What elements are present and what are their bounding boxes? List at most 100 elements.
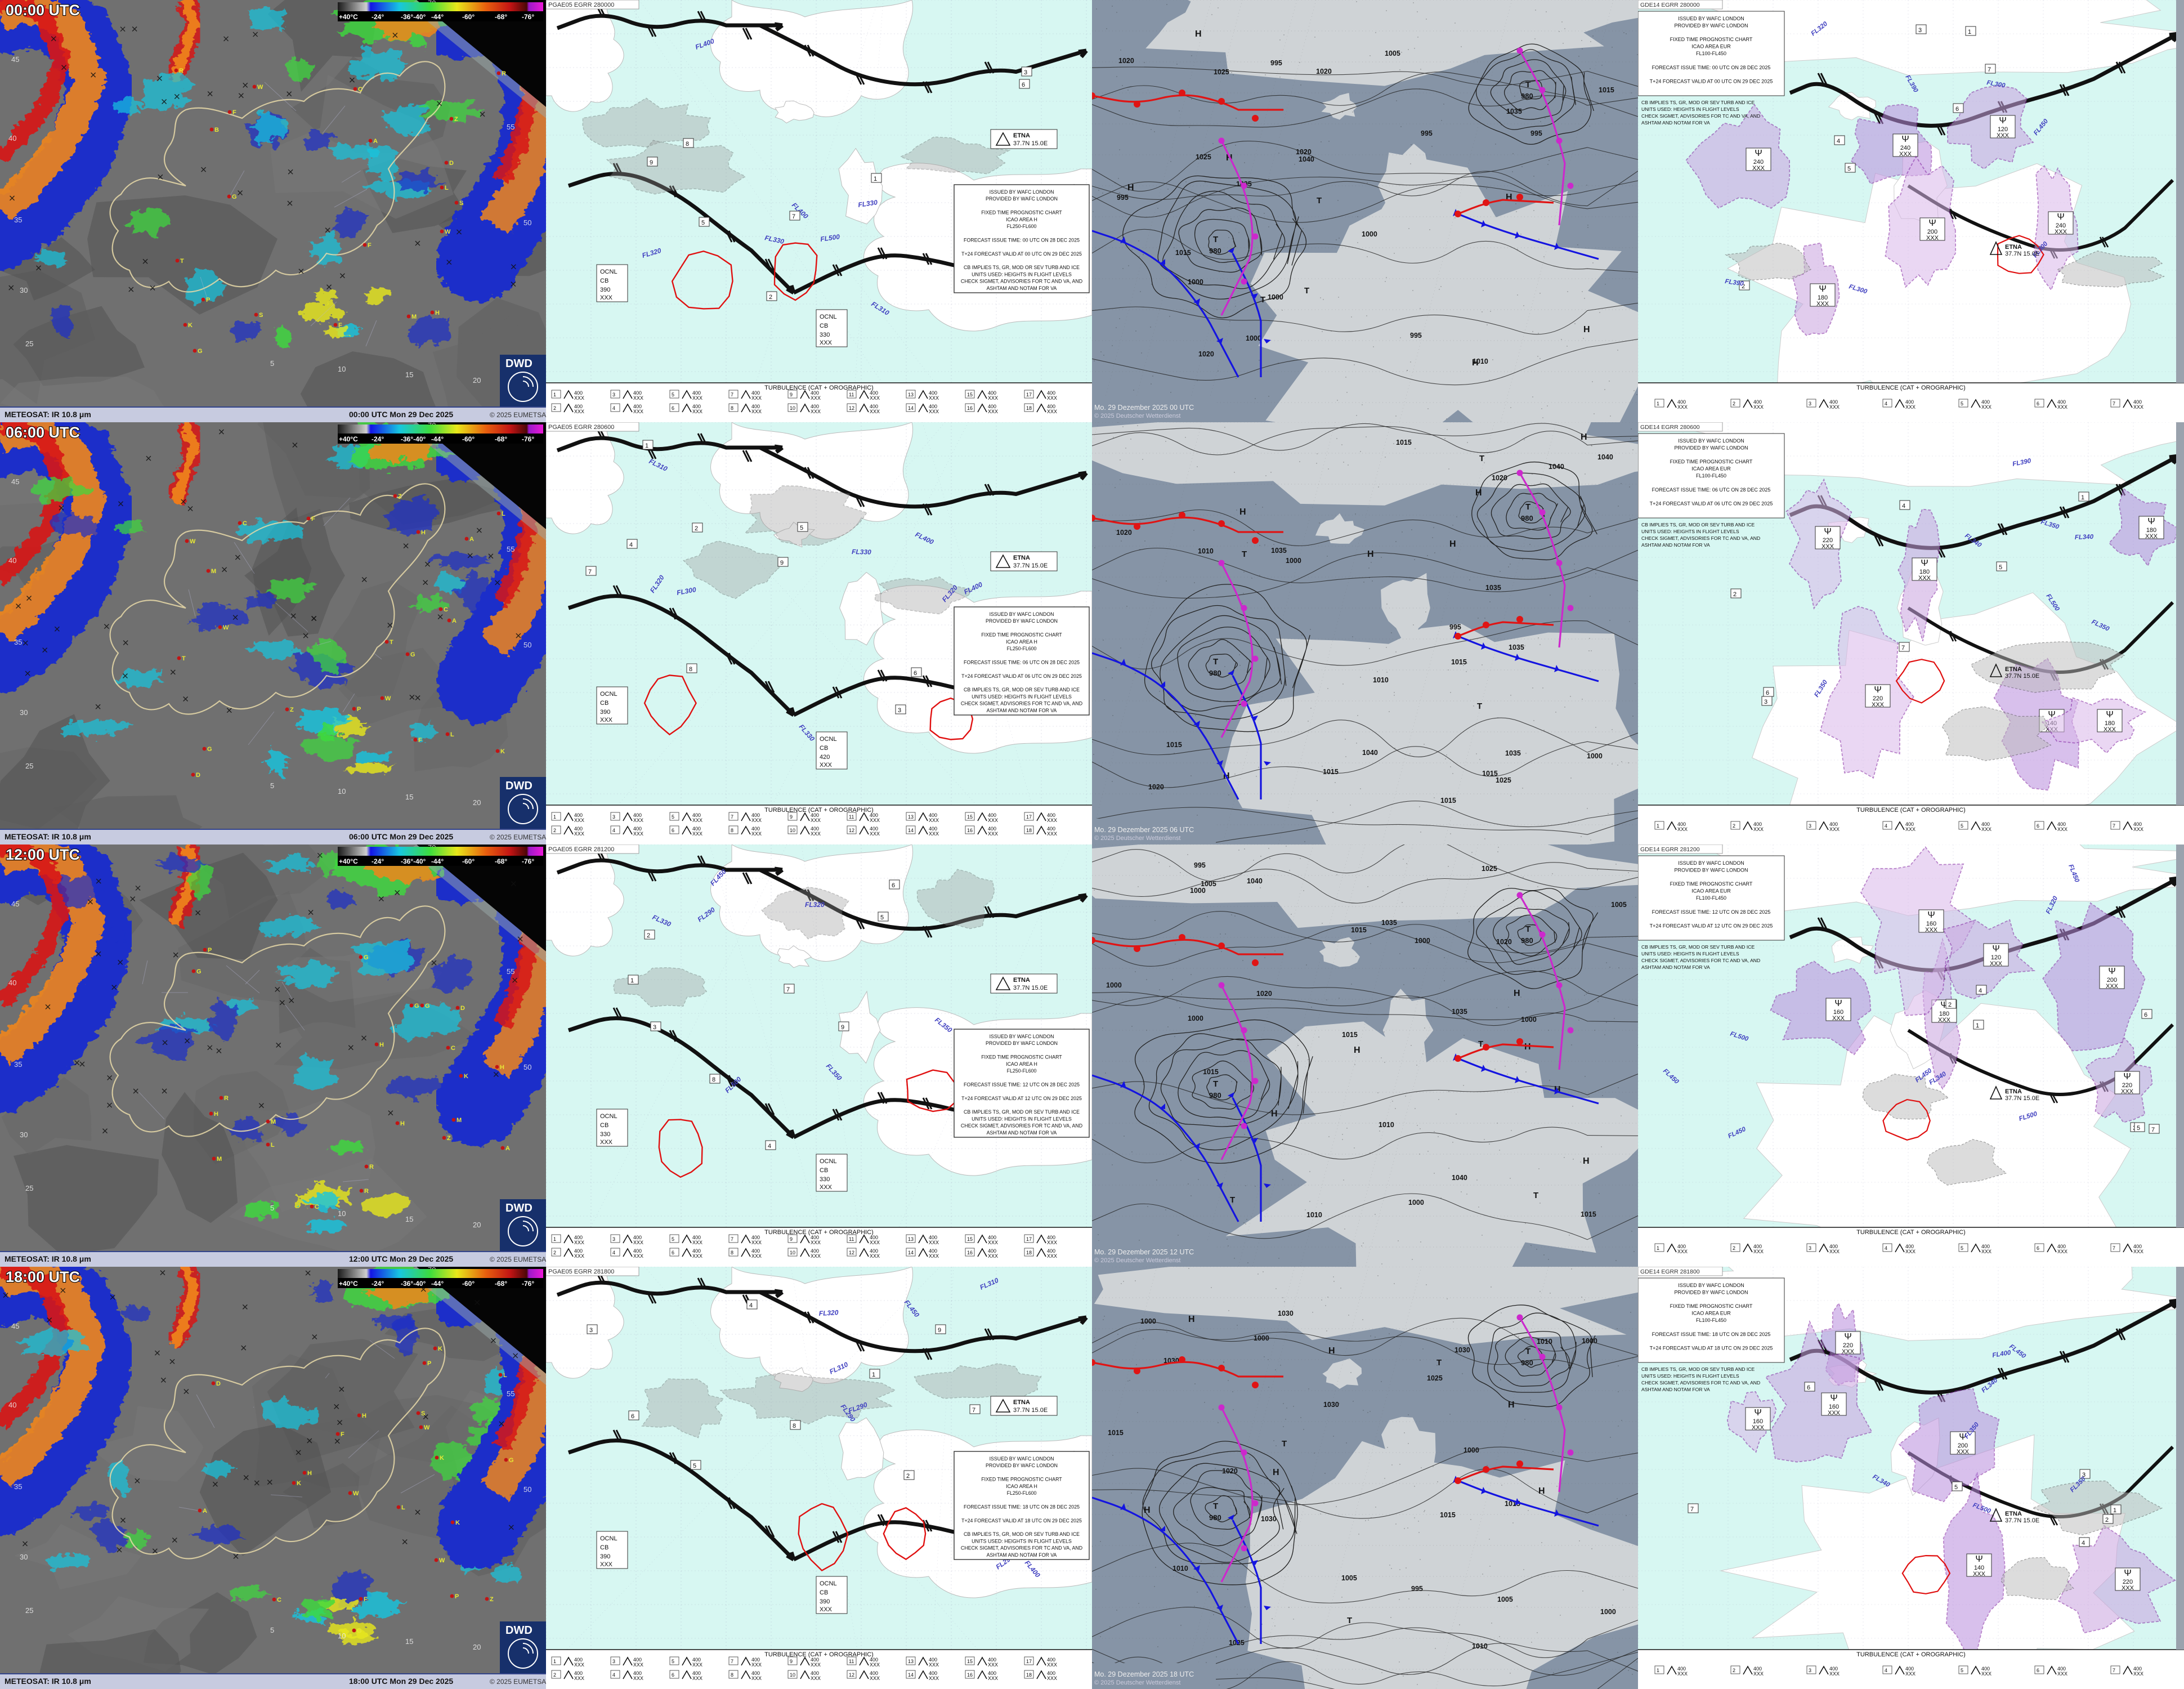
svg-text:980: 980 <box>1521 936 1533 945</box>
svg-text:XXX: XXX <box>929 409 939 414</box>
svg-text:XXX: XXX <box>1677 826 1688 832</box>
svg-text:H: H <box>1475 488 1482 498</box>
svg-text:1020: 1020 <box>1256 990 1272 998</box>
svg-text:Ψ: Ψ <box>1992 944 1999 954</box>
svg-text:420: 420 <box>820 754 830 761</box>
svg-text:10: 10 <box>338 1209 346 1218</box>
svg-text:1: 1 <box>2081 494 2084 501</box>
svg-text:XXX: XXX <box>751 1675 762 1681</box>
svg-text:1000: 1000 <box>1188 278 1203 286</box>
svg-text:5: 5 <box>2137 1125 2140 1132</box>
svg-text:ICAO AREA EUR: ICAO AREA EUR <box>1691 1311 1731 1316</box>
svg-text:-76°: -76° <box>522 13 534 21</box>
svg-text:XXX: XXX <box>811 1253 821 1259</box>
svg-text:7: 7 <box>1901 645 1905 651</box>
svg-text:© 2025 Deutscher Wetterdienst: © 2025 Deutscher Wetterdienst <box>1094 1257 1180 1264</box>
svg-text:XXX: XXX <box>870 1662 880 1668</box>
svg-text:1040: 1040 <box>1247 877 1263 885</box>
svg-text:FIXED TIME PROGNOSTIC CHART: FIXED TIME PROGNOSTIC CHART <box>1670 459 1753 464</box>
svg-text:Ψ: Ψ <box>1901 135 1909 144</box>
svg-text:3: 3 <box>612 1659 615 1664</box>
svg-text:T: T <box>390 639 393 646</box>
svg-text:XXX: XXX <box>1981 1671 1991 1677</box>
svg-text:1035: 1035 <box>1506 108 1522 115</box>
svg-text:© 2025 Deutscher Wetterdienst: © 2025 Deutscher Wetterdienst <box>1094 413 1180 419</box>
svg-text:H: H <box>1524 1042 1531 1052</box>
svg-text:W: W <box>190 538 196 545</box>
svg-text:1: 1 <box>1976 1022 1979 1029</box>
svg-text:XXX: XXX <box>692 395 702 401</box>
svg-text:5: 5 <box>1999 564 2002 571</box>
svg-text:CB: CB <box>820 1167 828 1174</box>
svg-text:1025: 1025 <box>1214 68 1229 76</box>
svg-text:7: 7 <box>1988 66 1991 73</box>
svg-text:XXX: XXX <box>988 1675 998 1681</box>
svg-text:1: 1 <box>553 814 556 820</box>
svg-text:CB IMPLIES TS, GR, MOD OR SEV: CB IMPLIES TS, GR, MOD OR SEV TURB AND I… <box>1641 100 1755 105</box>
svg-text:Mo. 29 Dezember 2025 18 UTC: Mo. 29 Dezember 2025 18 UTC <box>1094 1670 1194 1678</box>
svg-text:45: 45 <box>11 900 19 908</box>
svg-text:H: H <box>307 1470 312 1477</box>
svg-text:995: 995 <box>1449 623 1461 631</box>
svg-text:T+24 FORECAST VALID AT 00 UTC: T+24 FORECAST VALID AT 00 UTC ON 29 DEC … <box>1650 79 1773 84</box>
svg-text:1: 1 <box>645 443 648 449</box>
svg-text:XXX: XXX <box>811 831 821 837</box>
svg-text:3: 3 <box>589 1327 593 1334</box>
svg-text:M: M <box>217 1156 222 1163</box>
svg-text:3: 3 <box>1809 1245 1811 1251</box>
svg-text:XXX: XXX <box>600 717 613 723</box>
svg-text:4: 4 <box>612 405 615 411</box>
svg-text:M: M <box>457 1117 462 1124</box>
svg-text:W: W <box>385 695 391 702</box>
svg-text:20: 20 <box>473 1643 481 1651</box>
svg-text:3: 3 <box>1024 69 1027 76</box>
svg-text:XXX: XXX <box>988 817 998 823</box>
svg-text:XXX: XXX <box>988 1240 998 1245</box>
svg-text:1010: 1010 <box>1473 358 1488 365</box>
svg-text:995: 995 <box>1194 861 1206 869</box>
svg-text:TURBULENCE (CAT + OROGRAPHIC): TURBULENCE (CAT + OROGRAPHIC) <box>1856 385 1966 391</box>
svg-text:1035: 1035 <box>1381 919 1397 927</box>
svg-text:A: A <box>452 618 457 624</box>
svg-text:1015: 1015 <box>1351 926 1367 934</box>
svg-text:FIXED TIME PROGNOSTIC CHART: FIXED TIME PROGNOSTIC CHART <box>981 210 1062 216</box>
svg-text:FORECAST ISSUE TIME: 12 UTC ON: FORECAST ISSUE TIME: 12 UTC ON 28 DEC 20… <box>964 1082 1080 1087</box>
svg-text:XXX: XXX <box>1753 404 1764 410</box>
svg-text:37.7N 15.0E: 37.7N 15.0E <box>2005 1095 2039 1102</box>
svg-text:XXX: XXX <box>820 762 833 768</box>
svg-text:35: 35 <box>14 1060 22 1069</box>
svg-text:T: T <box>1260 295 1265 305</box>
svg-text:Z: Z <box>454 116 458 123</box>
svg-text:XXX: XXX <box>1829 404 1840 410</box>
svg-text:1: 1 <box>1968 29 1971 35</box>
svg-text:1000: 1000 <box>1286 557 1301 565</box>
svg-text:ASHTAM AND NOTAM FOR VA: ASHTAM AND NOTAM FOR VA <box>1641 542 1710 548</box>
svg-text:CB: CB <box>600 1122 608 1129</box>
svg-text:4: 4 <box>1979 988 1982 994</box>
svg-text:G: G <box>509 1457 514 1464</box>
svg-text:DWD: DWD <box>505 1624 532 1637</box>
svg-text:3: 3 <box>1764 699 1767 705</box>
svg-text:XXX: XXX <box>1872 701 1885 708</box>
svg-text:-60°: -60° <box>462 857 475 865</box>
svg-text:ISSUED BY WAFC LONDON: ISSUED BY WAFC LONDON <box>1678 16 1744 21</box>
svg-text:7: 7 <box>2113 1668 2115 1673</box>
svg-text:5: 5 <box>880 914 884 921</box>
svg-text:UNITS USED: HEIGHTS IN FLIGHT: UNITS USED: HEIGHTS IN FLIGHT LEVELS <box>1641 106 1739 112</box>
svg-text:UNITS USED: HEIGHTS IN FLIGHT: UNITS USED: HEIGHTS IN FLIGHT LEVELS <box>1641 1373 1739 1379</box>
svg-text:R: R <box>224 1095 229 1102</box>
svg-text:XXX: XXX <box>574 409 584 414</box>
svg-text:XXX: XXX <box>988 831 998 837</box>
svg-text:3: 3 <box>1918 27 1922 34</box>
svg-text:XXX: XXX <box>1753 1249 1764 1254</box>
svg-text:2: 2 <box>553 828 556 833</box>
svg-text:15: 15 <box>405 793 413 801</box>
svg-text:ISSUED BY WAFC LONDON: ISSUED BY WAFC LONDON <box>1678 438 1744 444</box>
svg-text:30: 30 <box>20 286 28 294</box>
svg-text:XXX: XXX <box>574 831 584 837</box>
svg-text:XXX: XXX <box>692 1662 702 1668</box>
svg-text:XXX: XXX <box>2057 1249 2067 1254</box>
svg-text:1010: 1010 <box>1198 547 1214 555</box>
svg-text:1: 1 <box>2113 1507 2116 1514</box>
svg-text:G: G <box>357 1628 362 1634</box>
